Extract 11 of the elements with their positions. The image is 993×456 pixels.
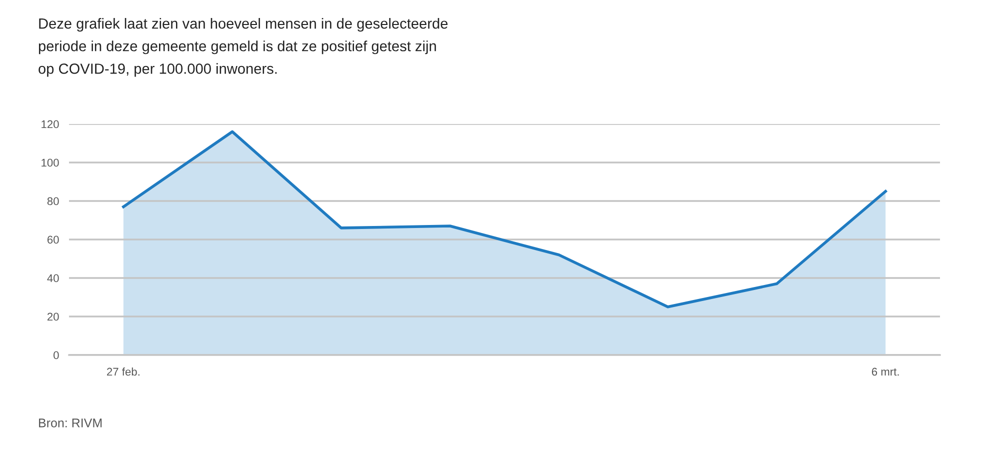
x-tick-label: 27 feb.: [107, 368, 140, 376]
text: Bron: RIVM: [39, 418, 102, 428]
y-tick-label: 60: [47, 236, 59, 244]
y-tick-label: 20: [47, 312, 59, 321]
x-tick-label: 6 mrt.: [872, 368, 899, 376]
y-tick-label: 0: [54, 351, 59, 360]
y-tick-label: 40: [47, 274, 59, 282]
y-tick-label: 80: [47, 197, 59, 206]
chart-title: Deze grafiek laat zien van hoeveel mensen in de geselecteerde periode in deze gemeente gemeld is dat ze positief getest zijn op COVID-19, per 100.000 inwoners.: [38, 18, 448, 77]
y-tick-label: 120: [42, 120, 59, 128]
y-tick-label: 100: [42, 158, 59, 167]
